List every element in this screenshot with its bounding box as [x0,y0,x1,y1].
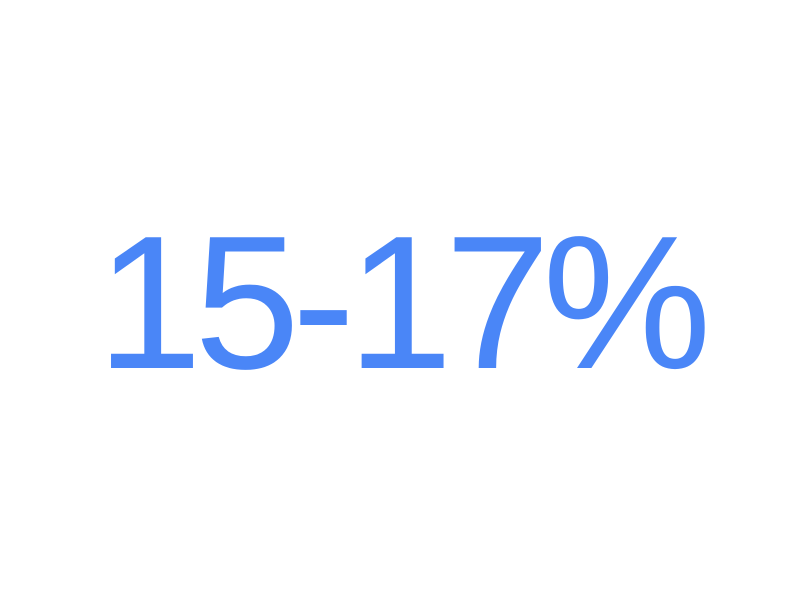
percentage-stat: 15-17% [97,208,704,398]
